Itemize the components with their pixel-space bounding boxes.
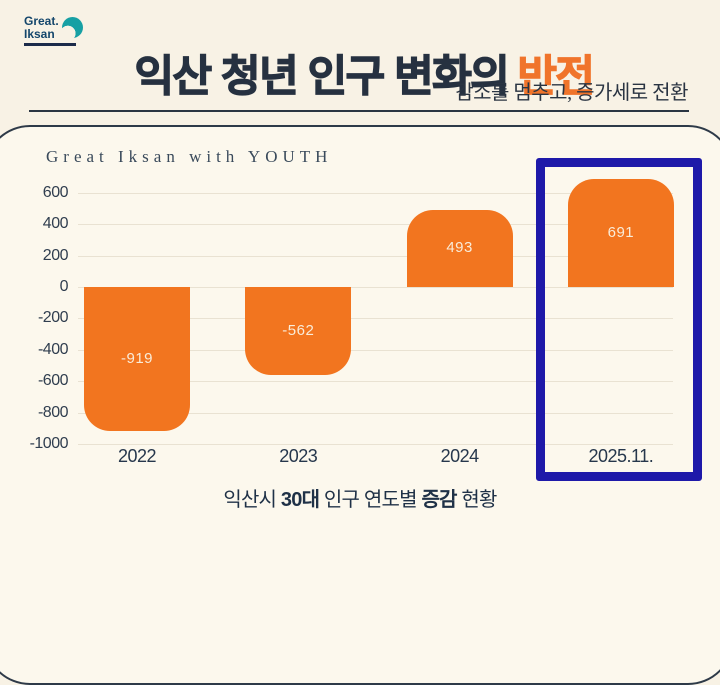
y-tick-label: -400 xyxy=(37,340,69,358)
chart-caption: 익산시 30대 인구 연도별 증감 현황 xyxy=(0,483,720,512)
bar-value-label: -562 xyxy=(282,322,315,340)
page-title-accent: 반전 xyxy=(517,52,596,101)
watermark-text: Great Iksan with YOUTH xyxy=(46,147,333,166)
x-axis-label: 2022 xyxy=(117,446,157,466)
bar xyxy=(567,178,674,287)
page-title: 익산 청년 인구 변화의 반전 xyxy=(88,42,640,104)
great-iksan-logo: Great. Iksan xyxy=(24,15,84,46)
y-tick-label: -200 xyxy=(37,309,69,327)
page-subtitle: 감소를 멈추고, 증가세로 전환 xyxy=(455,82,688,104)
bar-value-label: 493 xyxy=(446,239,473,257)
header-divider xyxy=(29,110,689,112)
logo-circle-icon xyxy=(61,17,83,39)
y-tick-label: -1000 xyxy=(29,435,69,452)
x-axis-label: 2024 xyxy=(440,446,480,466)
y-tick-label: 200 xyxy=(42,246,69,264)
caption-text: 현황 xyxy=(456,489,497,511)
bar-value-label: -919 xyxy=(120,350,154,368)
bar xyxy=(84,287,190,432)
bar-value-label: 691 xyxy=(607,223,635,241)
infographic-root: Great. Iksan 익산 청년 인구 변화의 반전 감소를 멈추고, 증가세… xyxy=(0,15,720,685)
logo-underline xyxy=(24,43,76,46)
caption-text: 익산시 xyxy=(223,489,281,511)
bar xyxy=(245,287,352,376)
logo-text-line1: Great. xyxy=(24,14,59,28)
logo-text-line2: Iksan xyxy=(24,26,55,41)
logo-row: Great. Iksan xyxy=(24,15,84,40)
caption-bold-30s: 30대 xyxy=(280,489,320,511)
y-tick-label: 0 xyxy=(59,278,69,295)
y-tick-label: 600 xyxy=(42,183,69,201)
caption-bold-change: 증감 xyxy=(421,489,457,511)
y-tick-label: -800 xyxy=(37,403,69,421)
x-axis-label: 2023 xyxy=(279,446,318,466)
y-tick-label: -600 xyxy=(37,372,69,390)
x-axis-label: 2025.11. xyxy=(588,446,654,466)
page-title-main: 익산 청년 인구 변화의 xyxy=(134,52,511,101)
y-tick-label: 400 xyxy=(42,215,69,233)
bar xyxy=(406,209,513,287)
logo-text: Great. Iksan xyxy=(24,15,59,40)
caption-text: 인구 연도별 xyxy=(319,489,422,511)
